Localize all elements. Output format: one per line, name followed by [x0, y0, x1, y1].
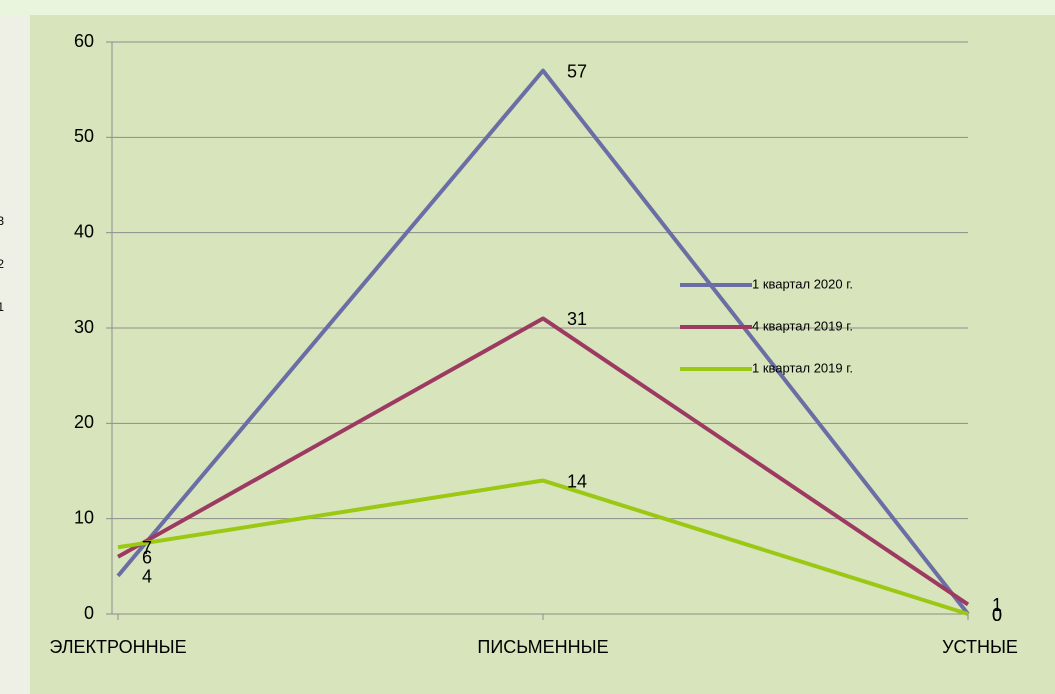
data-label: 7	[142, 538, 152, 558]
data-label: 6	[142, 548, 152, 568]
chart-area	[30, 15, 1055, 694]
series-line	[117, 478, 969, 616]
side-label: 2	[0, 257, 4, 271]
series-line	[117, 316, 970, 607]
side-label: 3	[0, 214, 4, 228]
data-label: 0	[992, 605, 1002, 625]
data-label: 57	[567, 61, 587, 81]
x-tick-label: ПИСЬМЕННЫЕ	[477, 637, 608, 657]
data-label: 0	[992, 605, 1002, 625]
y-tick-label: 0	[84, 603, 94, 623]
y-tick-label: 40	[74, 221, 94, 241]
legend-label: 1 квартал 2020 г.	[752, 276, 853, 291]
data-label: 1	[992, 595, 1002, 615]
x-tick-label: ЭЛЕКТРОННЫЕ	[49, 637, 186, 657]
x-tick-label: УСТНЫЕ	[942, 637, 1018, 657]
y-tick-label: 30	[74, 317, 94, 337]
y-tick-label: 10	[74, 507, 94, 527]
side-panel	[0, 15, 30, 694]
y-tick-label: 20	[74, 412, 94, 432]
data-label: 31	[567, 309, 587, 329]
data-label: 4	[142, 567, 152, 587]
y-tick-label: 60	[74, 31, 94, 51]
data-label: 14	[567, 471, 587, 491]
y-tick-label: 50	[74, 126, 94, 146]
series-line	[116, 68, 970, 616]
legend-label: 1 квартал 2019 г.	[752, 360, 853, 375]
side-label: 1	[0, 300, 4, 314]
legend-label: 4 квартал 2019 г.	[752, 318, 853, 333]
